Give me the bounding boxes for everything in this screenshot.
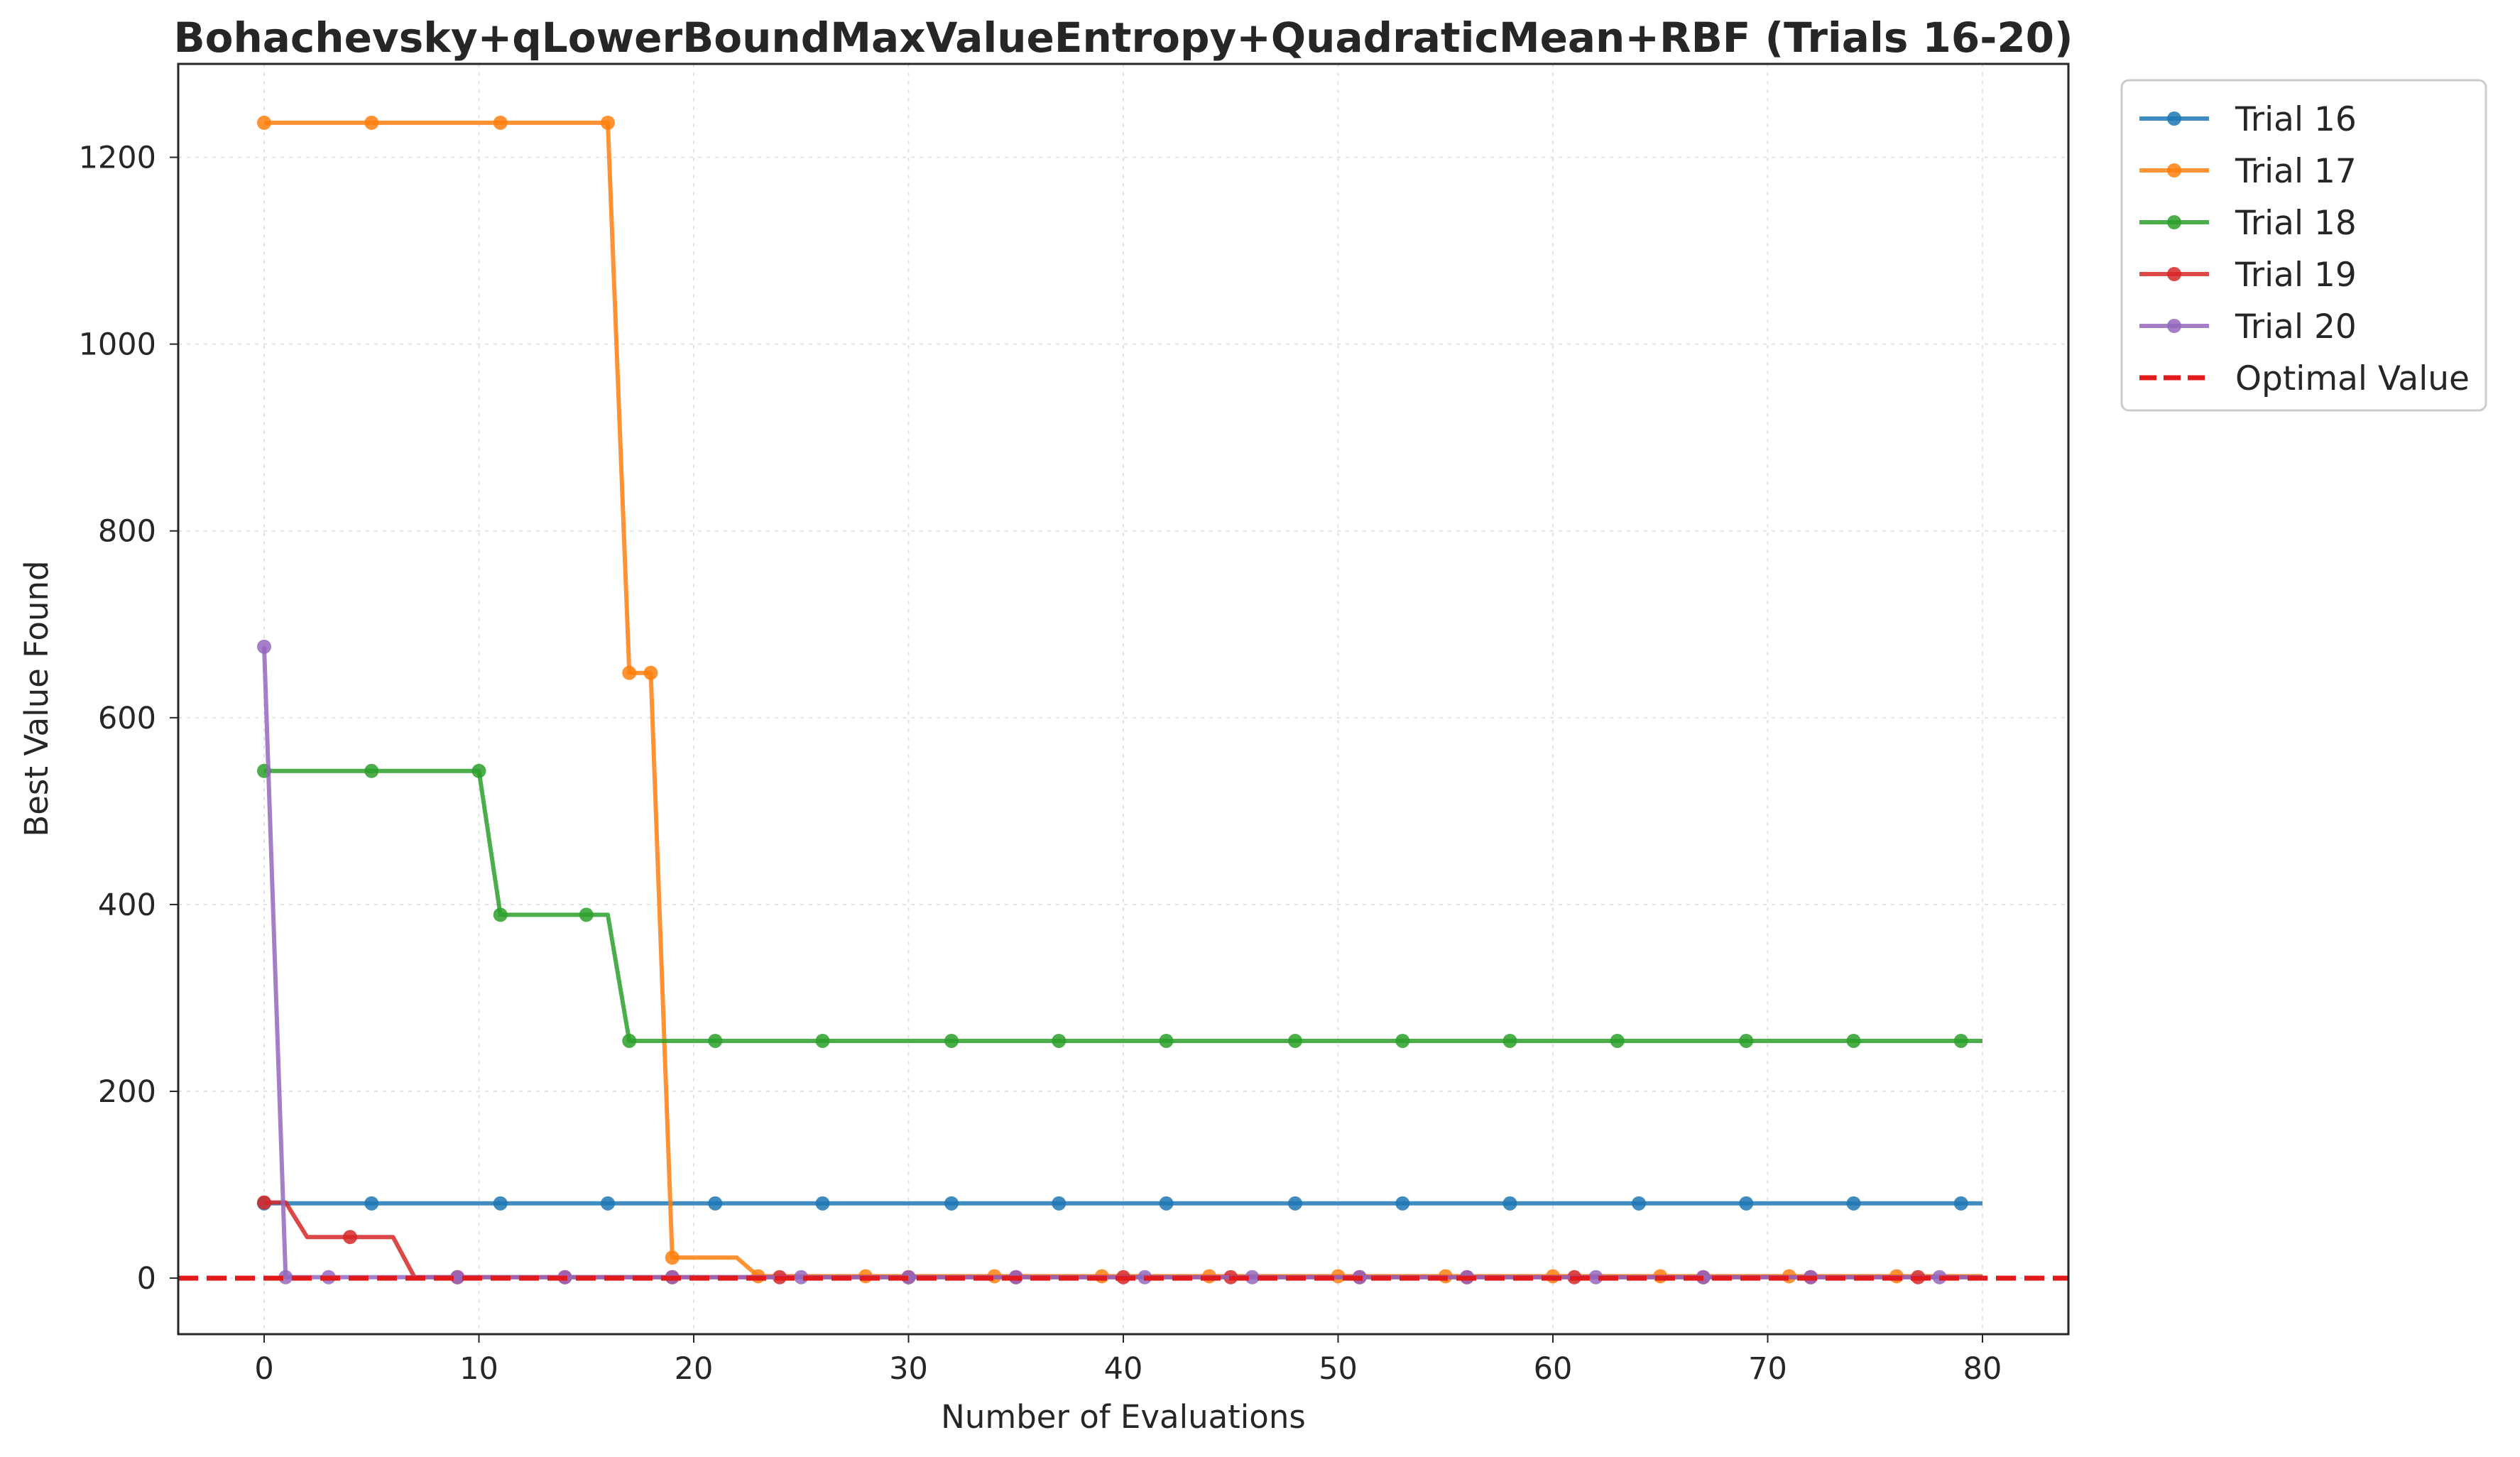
series-trial-17 <box>257 115 1982 1284</box>
data-point <box>1953 1033 1968 1048</box>
data-point <box>343 1230 357 1245</box>
data-point <box>1052 1196 1067 1211</box>
data-point <box>364 115 379 130</box>
legend-items: Trial 16 Trial 17 Trial 18 Trial 19 Trial 20… <box>2139 100 2470 398</box>
y-axis-ticks: 0 200 400 600 800 1000 1200 <box>79 141 178 1297</box>
data-point <box>708 1033 723 1048</box>
data-point <box>1632 1196 1646 1211</box>
data-point <box>1288 1033 1302 1048</box>
data-point <box>257 639 271 654</box>
data-point <box>364 763 379 778</box>
data-point <box>450 1270 465 1284</box>
data-point <box>493 907 508 922</box>
legend-marker <box>2167 319 2181 333</box>
legend-marker <box>2167 163 2181 178</box>
legend-marker <box>2167 267 2181 281</box>
data-point <box>665 1250 680 1265</box>
data-point <box>278 1270 293 1284</box>
data-point <box>1739 1196 1754 1211</box>
data-point <box>1245 1270 1260 1284</box>
data-point <box>901 1270 916 1284</box>
legend-label: Trial 18 <box>2235 204 2357 243</box>
data-point <box>1159 1196 1174 1211</box>
x-tick-label: 0 <box>254 1351 273 1387</box>
legend: Trial 16 Trial 17 Trial 18 Trial 19 Trial 20… <box>2120 79 2487 412</box>
data-point <box>601 115 615 130</box>
x-tick-label: 40 <box>1104 1351 1143 1387</box>
x-tick-label: 70 <box>1748 1351 1787 1387</box>
x-tick-label: 10 <box>459 1351 498 1387</box>
y-tick-label: 1000 <box>79 327 156 363</box>
legend-frame <box>2120 79 2487 412</box>
y-axis-label: Best Value Found <box>18 560 55 836</box>
data-point <box>579 907 594 922</box>
data-point <box>944 1196 959 1211</box>
data-point <box>1502 1033 1517 1048</box>
data-point <box>364 1196 379 1211</box>
legend-label: Trial 20 <box>2235 307 2357 346</box>
data-point <box>815 1196 830 1211</box>
data-point <box>1739 1033 1754 1048</box>
data-point <box>601 1196 615 1211</box>
data-point <box>1846 1196 1861 1211</box>
x-tick-label: 80 <box>1963 1351 2002 1387</box>
data-point <box>622 1033 637 1048</box>
data-point <box>1395 1196 1410 1211</box>
legend-item: Optimal Value <box>2139 359 2470 398</box>
x-tick-label: 20 <box>675 1351 714 1387</box>
data-point <box>1502 1196 1517 1211</box>
data-point <box>471 763 486 778</box>
legend-item: Trial 20 <box>2139 307 2357 346</box>
data-point <box>1846 1033 1861 1048</box>
series-line <box>264 768 1982 1043</box>
data-point <box>257 1195 271 1210</box>
legend-label: Optimal Value <box>2235 359 2470 398</box>
y-tick-label: 0 <box>137 1261 156 1297</box>
data-point <box>1588 1270 1603 1284</box>
data-point <box>944 1033 959 1048</box>
legend-item: Trial 16 <box>2139 100 2357 139</box>
data-point <box>643 665 658 680</box>
data-point <box>1953 1196 1968 1211</box>
data-point <box>794 1270 809 1284</box>
data-point <box>1159 1033 1174 1048</box>
grid <box>178 64 2068 1334</box>
data-point <box>1052 1033 1067 1048</box>
plot-area <box>178 115 2068 1284</box>
legend-label: Trial 19 <box>2235 256 2357 295</box>
x-tick-label: 50 <box>1319 1351 1358 1387</box>
legend-item: Trial 17 <box>2139 152 2357 191</box>
x-tick-label: 30 <box>889 1351 928 1387</box>
legend-item: Trial 18 <box>2139 204 2357 243</box>
data-point <box>622 665 637 680</box>
data-point <box>1288 1196 1302 1211</box>
series-trial-18 <box>257 763 1982 1048</box>
x-axis-ticks: 0 10 20 30 40 50 60 70 80 <box>254 1334 2002 1387</box>
chart-title: Bohachevsky+qLowerBoundMaxValueEntropy+Q… <box>173 13 2073 62</box>
legend-label: Trial 16 <box>2235 100 2357 139</box>
series-trial-16 <box>257 1196 1982 1211</box>
legend-marker <box>2167 111 2181 126</box>
data-point <box>815 1033 830 1048</box>
y-tick-label: 800 <box>98 514 156 550</box>
data-point <box>493 1196 508 1211</box>
x-axis-label: Number of Evaluations <box>941 1398 1306 1436</box>
legend-marker <box>2167 215 2181 229</box>
data-point <box>1610 1033 1625 1048</box>
data-point <box>257 115 271 130</box>
x-tick-label: 60 <box>1534 1351 1573 1387</box>
data-point <box>493 115 508 130</box>
y-tick-label: 600 <box>98 701 156 736</box>
data-point <box>708 1196 723 1211</box>
y-tick-label: 200 <box>98 1074 156 1110</box>
y-tick-label: 400 <box>98 888 156 923</box>
data-point <box>1395 1033 1410 1048</box>
legend-label: Trial 17 <box>2235 152 2357 191</box>
y-tick-label: 1200 <box>79 141 156 176</box>
legend-item: Trial 19 <box>2139 256 2357 295</box>
